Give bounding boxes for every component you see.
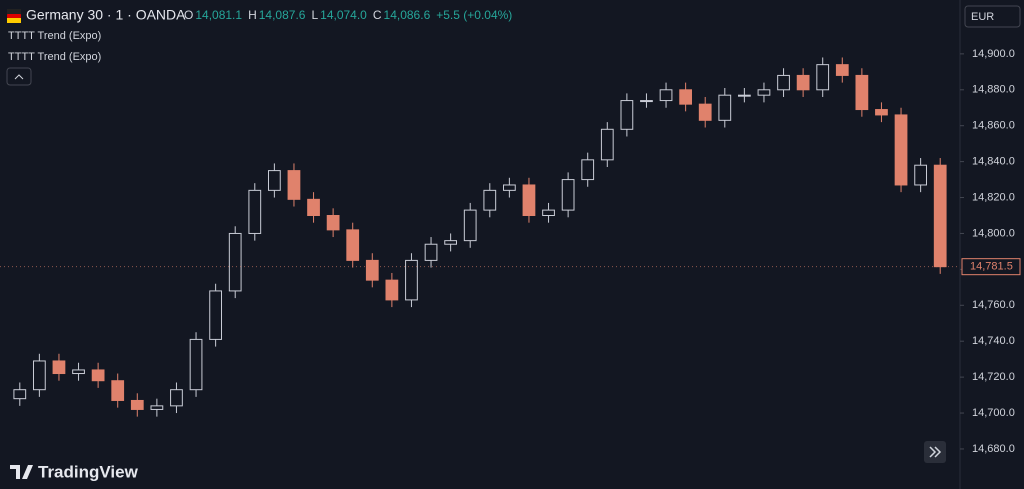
collapse-icon xyxy=(14,74,24,80)
candle-body xyxy=(248,189,262,234)
candle-body xyxy=(287,170,301,200)
indicator-label[interactable]: TTTT Trend (Expo) xyxy=(8,30,101,42)
candle-body xyxy=(933,164,947,268)
candle-body xyxy=(698,103,712,121)
y-tick-label: 14,700.0 xyxy=(972,407,1015,419)
candle-body xyxy=(796,74,810,91)
candle-body xyxy=(209,290,222,340)
currency-box[interactable] xyxy=(964,5,1021,28)
y-tick-label: 14,860.0 xyxy=(972,120,1015,132)
candle-body xyxy=(855,74,869,111)
candle-body xyxy=(346,229,360,261)
candle-body xyxy=(914,164,927,186)
currency[interactable]: EUR xyxy=(971,11,994,23)
candle-body xyxy=(228,232,242,292)
last-price-box xyxy=(961,258,1021,276)
ohlc-key: L xyxy=(311,8,318,22)
candle-body xyxy=(777,74,790,91)
y-tick-label: 14,800.0 xyxy=(972,227,1015,239)
ohlc-key: C xyxy=(373,8,382,22)
candle-body xyxy=(738,94,751,97)
candle-body xyxy=(757,89,771,96)
flag-stripe xyxy=(7,9,21,14)
candle-body xyxy=(542,209,555,216)
y-tick-label: 14,720.0 xyxy=(972,371,1015,383)
ohlc-key: O xyxy=(184,8,193,22)
indicator-label[interactable]: TTTT Trend (Expo) xyxy=(8,51,101,63)
candle-body xyxy=(52,360,66,375)
candle-body xyxy=(600,128,614,161)
candle-body xyxy=(620,100,634,130)
candle-body xyxy=(130,399,144,410)
ohlc-change: +5.5 (+0.04%) xyxy=(436,8,512,22)
candle-body xyxy=(13,389,27,400)
candle-body xyxy=(91,369,105,382)
ohlc-key: H xyxy=(248,8,257,22)
logo[interactable]: TradingView xyxy=(38,462,139,481)
candle-body xyxy=(150,405,164,410)
candle-body xyxy=(835,64,849,76)
candle-body xyxy=(189,338,203,391)
symbol[interactable]: Germany 30 · 1 · OANDA xyxy=(26,7,186,23)
logo-mark xyxy=(10,465,33,479)
candle-body xyxy=(33,360,46,391)
ohlc-value: 14,081.1 xyxy=(195,8,242,22)
candle-body xyxy=(659,89,673,102)
candle-body xyxy=(385,279,399,301)
candle-body xyxy=(444,240,457,245)
candle-body xyxy=(72,369,85,375)
scroll-icon xyxy=(929,446,942,458)
y-tick-label: 14,840.0 xyxy=(972,156,1015,168)
candle-body xyxy=(561,179,575,211)
y-tick-label: 14,760.0 xyxy=(972,299,1015,311)
candle-body xyxy=(522,184,536,216)
candle-body xyxy=(718,94,732,121)
candle-body xyxy=(640,100,653,103)
candle-body xyxy=(307,198,320,216)
ohlc-value: 14,074.0 xyxy=(320,8,367,22)
candle-body xyxy=(326,214,340,231)
candle-body xyxy=(679,89,692,105)
candle-body xyxy=(268,170,281,191)
candle-body xyxy=(483,189,497,211)
y-tick-label: 14,900.0 xyxy=(972,48,1015,60)
y-tick-label: 14,820.0 xyxy=(972,191,1015,203)
y-tick-label: 14,740.0 xyxy=(972,335,1015,347)
candle-body xyxy=(816,64,830,91)
flag-stripe xyxy=(7,18,21,23)
candle-body xyxy=(424,243,438,261)
y-tick-label: 14,880.0 xyxy=(972,84,1015,96)
ohlc-value: 14,087.6 xyxy=(259,8,306,22)
candle-body xyxy=(405,259,418,301)
candle-body xyxy=(170,389,183,407)
ohlc: O 14,081.1 H 14,087.6 L 14,074.0 C 14,086.6 +5.5… xyxy=(184,8,512,22)
last-price-label: 14,781.5 xyxy=(970,261,1013,273)
candle-body xyxy=(503,184,516,191)
y-tick-label: 14,680.0 xyxy=(972,443,1015,455)
candle-body xyxy=(111,380,125,401)
candle-body xyxy=(463,209,477,242)
candle-body xyxy=(875,109,888,116)
candle-body xyxy=(894,114,908,186)
collapse-button[interactable] xyxy=(6,67,32,86)
ohlc-value: 14,086.6 xyxy=(384,8,431,22)
candle-body xyxy=(365,259,379,281)
candle-body xyxy=(581,159,595,181)
